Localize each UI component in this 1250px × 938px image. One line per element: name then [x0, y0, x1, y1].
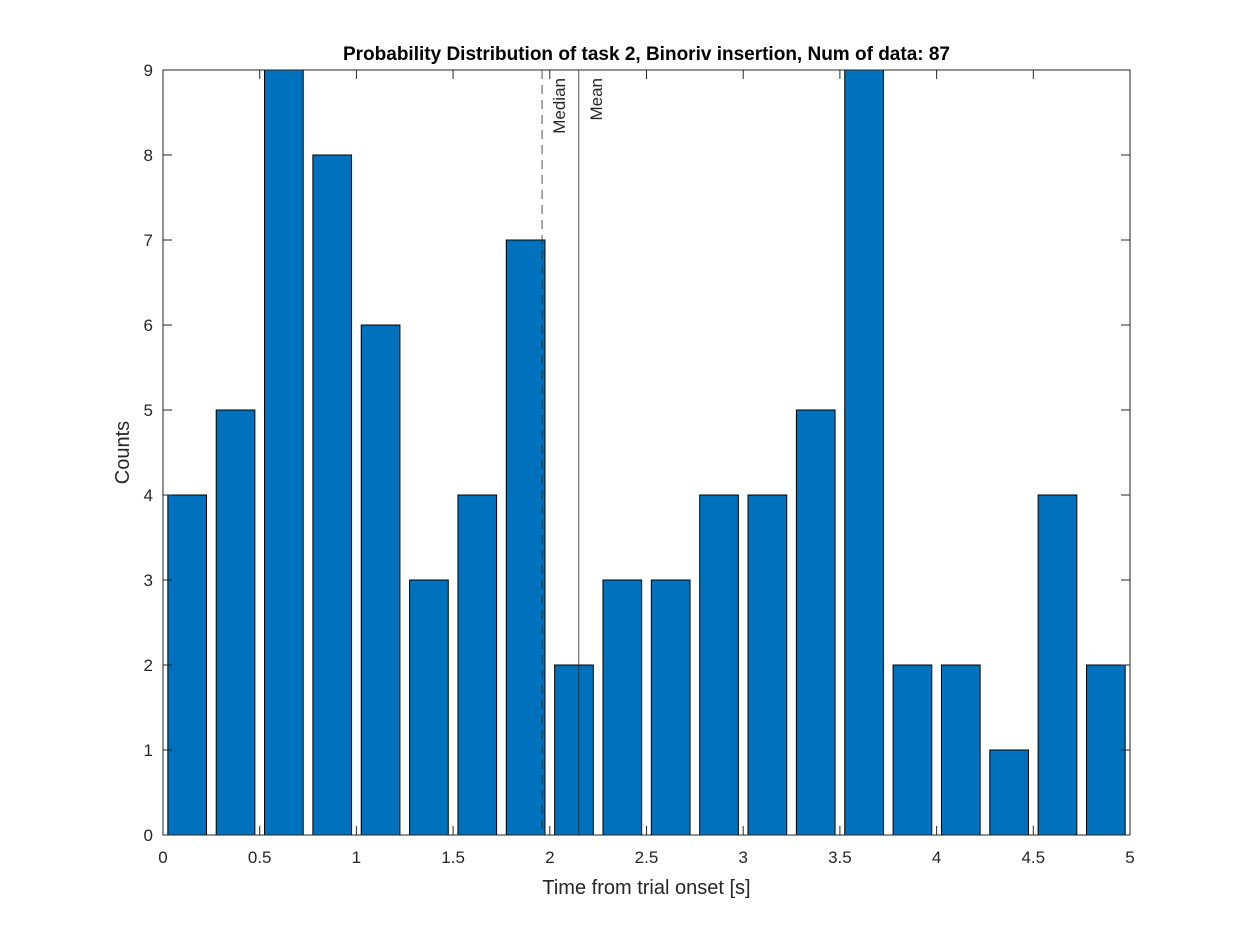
x-tick-label-2: 1	[352, 848, 361, 867]
plot-area	[163, 70, 1130, 835]
y-tick-label-8: 8	[144, 146, 153, 165]
y-axis-label: Counts	[112, 421, 134, 484]
x-tick-label-0: 0	[158, 848, 167, 867]
x-tick-label-1: 0.5	[248, 848, 272, 867]
x-tick-label-6: 3	[738, 848, 747, 867]
bar-9	[602, 579, 643, 836]
bar-1	[215, 409, 256, 836]
bar-6	[457, 494, 498, 836]
bars-group	[167, 69, 1126, 836]
y-tick-label-9: 9	[144, 61, 153, 80]
bar-14	[844, 69, 884, 836]
bar-17	[989, 749, 1029, 836]
x-tick-label-4: 2	[545, 848, 554, 867]
bar-4	[360, 324, 401, 836]
y-tick-label-3: 3	[144, 571, 153, 590]
median-label: Median	[550, 78, 569, 134]
bar-12	[747, 494, 788, 836]
x-tick-label-5: 2.5	[635, 848, 659, 867]
chart-title: Probability Distribution of task 2, Bino…	[343, 44, 950, 65]
y-tick-label-0: 0	[144, 826, 153, 845]
bar-18	[1037, 494, 1078, 836]
x-tick-label-8: 4	[932, 848, 941, 867]
bar-3	[312, 154, 353, 836]
bar-16	[940, 664, 981, 836]
x-tick-label-3: 1.5	[441, 848, 465, 867]
x-tick-label-10: 5	[1125, 848, 1134, 867]
y-tick-label-5: 5	[144, 401, 153, 420]
y-axis-ticks: 0 1 2 3 4 5 6 7 8 9	[144, 61, 1130, 845]
mean-label: Mean	[587, 78, 606, 121]
y-tick-label-2: 2	[144, 656, 153, 675]
bar-2	[264, 69, 304, 836]
bar-7	[505, 239, 546, 836]
bar-13	[795, 409, 836, 836]
y-tick-label-7: 7	[144, 231, 153, 250]
bar-5	[409, 579, 449, 836]
x-tick-label-9: 4.5	[1021, 848, 1045, 867]
bar-0	[167, 494, 208, 836]
y-tick-label-4: 4	[144, 486, 153, 505]
x-axis-ticks: 0 0.5 1 1.5 2 2.5 3 3.5 4 4.5 5	[158, 70, 1135, 867]
bar-10	[650, 579, 691, 836]
bar-11	[699, 494, 739, 836]
reference-lines-group: Median Mean	[541, 70, 606, 835]
y-tick-label-6: 6	[144, 316, 153, 335]
x-tick-label-7: 3.5	[828, 848, 852, 867]
y-tick-label-1: 1	[144, 741, 153, 760]
bar-15	[892, 664, 933, 836]
bar-8	[554, 664, 594, 836]
x-axis-label: Time from trial onset [s]	[542, 877, 750, 899]
bar-19	[1085, 664, 1126, 836]
